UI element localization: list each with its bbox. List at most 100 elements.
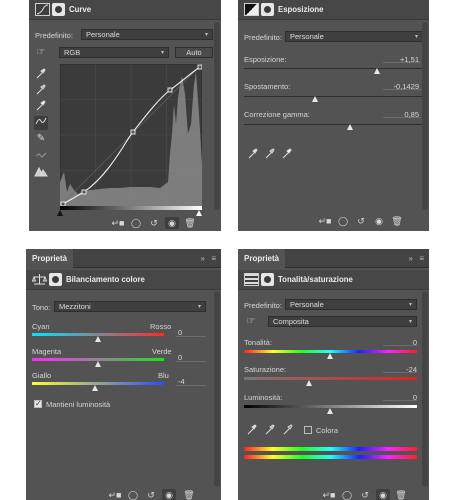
trash-icon[interactable]: 🗑: [395, 490, 407, 500]
hand-target-icon[interactable]: ☞: [36, 47, 46, 58]
hue-value-field[interactable]: [383, 336, 417, 346]
lightness-slider-thumb[interactable]: [327, 408, 333, 414]
offset-value: -0,1429: [393, 82, 419, 91]
trash-icon[interactable]: 🗑: [184, 218, 196, 228]
eyedropper-icon[interactable]: [246, 424, 258, 439]
reset-icon[interactable]: ↺: [361, 490, 369, 500]
channel-dropdown[interactable]: RGB ▾: [59, 47, 169, 58]
panel-menu-icon[interactable]: ≡: [211, 254, 216, 263]
saturation-slider-thumb[interactable]: [306, 380, 313, 386]
cyan-red-slider-thumb[interactable]: [94, 336, 101, 342]
offset-slider-thumb[interactable]: [311, 96, 318, 102]
preset-value: Personale: [290, 300, 324, 309]
hue-slider-track[interactable]: [244, 350, 417, 353]
hue-value: 0: [412, 338, 417, 347]
saturation-value-field[interactable]: [383, 363, 417, 373]
white-point-slider[interactable]: [196, 210, 202, 216]
pencil-icon[interactable]: ✎: [36, 133, 46, 144]
yellow-blue-value: -4: [178, 377, 185, 386]
eyedropper-plus-icon[interactable]: [264, 424, 276, 439]
view-previous-state-icon[interactable]: ◯: [130, 218, 142, 228]
visibility-eye-icon[interactable]: ◉: [165, 217, 179, 229]
cyan-red-value-field[interactable]: [176, 327, 206, 337]
collapse-icon[interactable]: »: [200, 254, 205, 263]
saturation-value: -24: [406, 365, 417, 374]
curve-edit-points-icon[interactable]: [34, 116, 48, 130]
exposure-slider-thumb[interactable]: [374, 68, 380, 74]
layer-mask-icon[interactable]: [261, 273, 274, 286]
magenta-green-value-field[interactable]: [176, 352, 206, 362]
scrollbar[interactable]: [422, 22, 428, 210]
offset-value-field[interactable]: [383, 80, 421, 90]
magenta-green-slider-track[interactable]: [32, 358, 164, 361]
gamma-value-field[interactable]: [383, 108, 421, 118]
eyedropper-white-icon[interactable]: [35, 100, 47, 115]
clip-to-layer-icon[interactable]: ↵■: [318, 216, 332, 226]
trash-icon[interactable]: 🗑: [183, 490, 195, 500]
saturation-slider-track[interactable]: [244, 377, 417, 380]
magenta-green-slider-thumb[interactable]: [94, 361, 101, 367]
eyedropper-white-icon[interactable]: [281, 148, 293, 163]
yellow-blue-slider-track[interactable]: [32, 382, 164, 385]
eyedropper-minus-icon[interactable]: [282, 424, 294, 439]
hue-slider-thumb[interactable]: [327, 353, 333, 359]
view-previous-state-icon[interactable]: ◯: [341, 490, 353, 500]
clipping-warning-icon[interactable]: [34, 166, 48, 181]
layer-mask-icon[interactable]: [52, 3, 65, 16]
clip-to-layer-icon[interactable]: ↵■: [111, 218, 125, 228]
preset-dropdown[interactable]: Personale ▾: [285, 31, 423, 42]
lightness-value-field[interactable]: [383, 391, 417, 401]
cyan-red-slider-track[interactable]: [32, 333, 164, 336]
visibility-eye-icon[interactable]: ◉: [375, 216, 383, 226]
view-previous-state-icon[interactable]: ◯: [127, 490, 139, 500]
clip-to-layer-icon[interactable]: ↵■: [108, 490, 122, 500]
view-previous-state-icon[interactable]: ◯: [337, 216, 349, 226]
chevron-down-icon: ▾: [408, 302, 412, 308]
clip-to-layer-icon[interactable]: ↵■: [322, 490, 336, 500]
scrollbar[interactable]: [214, 291, 220, 487]
exposure-value-field[interactable]: [383, 53, 421, 63]
trash-icon[interactable]: 🗑: [391, 216, 403, 226]
lightness-slider-track[interactable]: [244, 405, 417, 408]
preset-dropdown[interactable]: Personale ▾: [81, 29, 213, 40]
smooth-curve-icon[interactable]: [35, 150, 47, 164]
exposure-slider-track[interactable]: [244, 68, 422, 69]
eyedropper-black-icon[interactable]: [35, 68, 47, 83]
curves-graph[interactable]: [59, 63, 203, 207]
collapse-icon[interactable]: »: [408, 254, 413, 263]
color-balance-adjustment-icon: [31, 273, 48, 286]
preserve-luminosity-checkbox[interactable]: [34, 399, 42, 409]
visibility-eye-icon[interactable]: ◉: [162, 489, 176, 500]
reset-icon[interactable]: ↺: [150, 218, 158, 228]
channel-value: RGB: [64, 48, 81, 57]
range-dropdown[interactable]: Composita ▾: [268, 316, 417, 327]
black-point-slider[interactable]: [57, 210, 63, 216]
panel-menu-icon[interactable]: ≡: [419, 254, 424, 263]
scrollbar[interactable]: [214, 22, 220, 210]
tone-dropdown[interactable]: Mezzitoni ▾: [54, 301, 206, 312]
cyan-label: Cyan: [32, 322, 50, 331]
layer-mask-icon[interactable]: [49, 273, 62, 286]
yellow-blue-slider-thumb[interactable]: [91, 385, 98, 391]
eyedropper-gray-icon[interactable]: [35, 84, 47, 99]
eyedropper-gray-icon[interactable]: [264, 148, 276, 163]
offset-label: Spostamento:: [244, 82, 291, 91]
layer-mask-icon[interactable]: [261, 3, 274, 16]
colorize-checkbox[interactable]: [304, 426, 312, 434]
gamma-slider-track[interactable]: [244, 124, 422, 125]
eyedropper-black-icon[interactable]: [247, 148, 259, 163]
hand-target-icon[interactable]: ☞: [246, 316, 256, 327]
exposure-label: Esposizione:: [244, 55, 287, 64]
properties-tab[interactable]: Proprietà: [26, 249, 74, 268]
scrollbar[interactable]: [422, 291, 428, 487]
gamma-slider-thumb[interactable]: [347, 124, 354, 130]
properties-tab[interactable]: Proprietà: [238, 249, 286, 268]
preset-dropdown[interactable]: Personale ▾: [285, 299, 417, 310]
panel-title: Bilanciamento colore: [66, 275, 145, 284]
offset-slider-track[interactable]: [244, 96, 422, 97]
reset-icon[interactable]: ↺: [147, 490, 155, 500]
auto-button[interactable]: Auto: [175, 47, 213, 58]
visibility-eye-icon[interactable]: ◉: [376, 489, 390, 500]
yellow-blue-value-field[interactable]: [176, 376, 206, 386]
reset-icon[interactable]: ↺: [357, 216, 365, 226]
